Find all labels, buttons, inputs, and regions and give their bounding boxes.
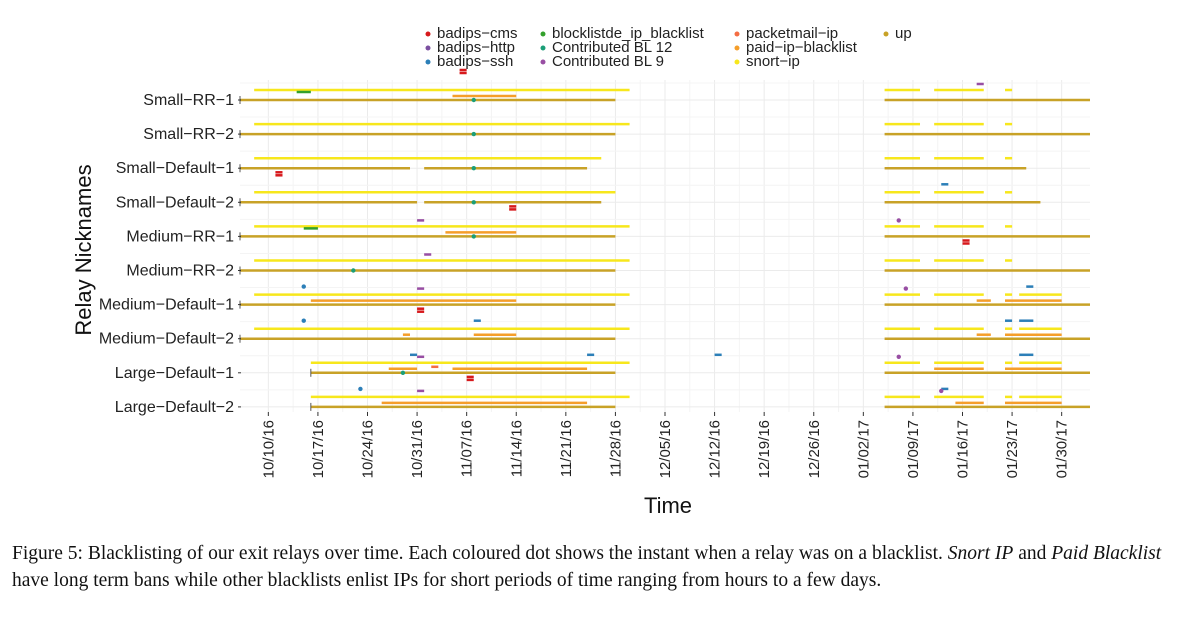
x-tick-label: 10/31/16	[409, 420, 426, 478]
mark-point-cbl9	[896, 354, 901, 359]
mark-point-cbl12	[351, 268, 356, 273]
mark-point-cbl9	[939, 388, 944, 394]
x-tick-label: 01/02/17	[855, 420, 872, 478]
x-tick-label: 01/23/17	[1004, 420, 1021, 478]
caption-label: Figure 5: Blacklisting of our exit relay…	[12, 543, 943, 564]
legend-item-badips-cms: badips−cms	[425, 25, 517, 42]
mark-point-cbl9	[903, 286, 909, 291]
x-tick-label: 12/26/16	[806, 420, 823, 478]
y-tick-label: Small−Default−2	[116, 194, 234, 211]
legend-item-badips-http: badips−http	[425, 39, 515, 56]
legend-item-paid: paid−ip−blacklist	[734, 39, 858, 56]
legend-item-snort: snort−ip	[734, 53, 800, 70]
mark-point-badips-ssh	[358, 386, 363, 392]
x-tick-label: 12/12/16	[707, 420, 724, 478]
y-axis: Small−RR−1 Small−RR−2 Small−Default−1 Small…	[99, 92, 241, 416]
mark-point-cbl9	[896, 218, 901, 223]
x-tick-label: 01/30/17	[1054, 420, 1071, 478]
legend-swatch	[734, 45, 740, 51]
caption-rest: have long term bans while other blacklis…	[12, 570, 882, 591]
legend-swatch	[540, 59, 546, 65]
caption-italic-paid: Paid Blacklist	[1051, 543, 1162, 564]
legend-label: badips−http	[437, 39, 515, 56]
legend-item-up: up	[883, 25, 912, 42]
mark-point-cbl12	[471, 234, 476, 239]
legend-item-packetmail: packetmail−ip	[734, 25, 838, 42]
x-axis-title: Time	[644, 493, 692, 518]
legend-label: packetmail−ip	[746, 25, 838, 42]
caption-italic-snort: Snort IP	[947, 543, 1014, 564]
x-tick-label: 01/16/17	[955, 420, 972, 478]
legend-label: badips−cms	[437, 25, 517, 42]
x-tick-label: 10/17/16	[310, 420, 327, 478]
mark-point-badips-ssh	[301, 284, 306, 289]
legend-swatch	[734, 59, 740, 65]
legend-swatch	[425, 59, 431, 65]
mark-point-cbl12	[400, 370, 406, 375]
mark-point-badips-ssh	[301, 318, 306, 323]
legend-swatch	[425, 45, 431, 51]
legend-item-cbl9: Contributed BL 9	[540, 53, 664, 70]
x-tick-label: 11/14/16	[508, 420, 525, 477]
y-tick-label: Small−Default−1	[116, 160, 234, 177]
y-tick-label: Small−RR−2	[143, 126, 234, 143]
x-tick-label: 11/28/16	[607, 420, 624, 477]
x-tick-label: 12/19/16	[756, 420, 773, 478]
legend-item-blocklistde: blocklistde_ip_blacklist	[540, 25, 705, 42]
legend-swatch	[425, 31, 431, 37]
x-tick-label: 01/09/17	[905, 420, 922, 478]
legend-label: blocklistde_ip_blacklist	[552, 25, 705, 42]
y-axis-title: Relay Nicknames	[71, 164, 96, 335]
y-tick-label: Medium−RR−1	[126, 228, 234, 245]
legend-label: up	[895, 25, 912, 42]
x-tick-label: 11/07/16	[459, 420, 476, 477]
x-axis: 10/10/16 10/17/16 10/24/16 10/31/16 11/07/16…	[260, 412, 1071, 478]
mark-point-cbl12	[471, 97, 476, 103]
legend-label: Contributed BL 12	[552, 39, 672, 56]
x-tick-label: 11/21/16	[558, 420, 575, 477]
chart-marks	[239, 68, 1090, 411]
y-tick-label: Medium−Default−1	[99, 297, 234, 314]
legend-swatch	[734, 31, 740, 37]
legend-item-badips-ssh: badips−ssh	[425, 53, 513, 70]
figure-caption: Figure 5: Blacklisting of our exit relay…	[12, 540, 1188, 594]
y-tick-label: Medium−Default−2	[99, 331, 234, 348]
mark-point-cbl12	[471, 200, 476, 205]
legend-item-cbl12: Contributed BL 12	[540, 39, 672, 56]
legend-swatch	[883, 31, 889, 37]
legend-label: Contributed BL 9	[552, 53, 664, 70]
x-tick-label: 12/05/16	[657, 420, 674, 478]
legend-swatch	[540, 31, 546, 37]
legend-label: badips−ssh	[437, 53, 513, 70]
mark-point-cbl12	[471, 131, 476, 137]
legend-label: paid−ip−blacklist	[746, 39, 858, 56]
x-tick-label: 10/10/16	[260, 420, 277, 478]
y-tick-label: Small−RR−1	[143, 92, 234, 109]
y-tick-label: Medium−RR−2	[126, 263, 234, 280]
x-tick-label: 10/24/16	[360, 420, 377, 478]
legend-label: snort−ip	[746, 53, 800, 70]
y-tick-label: Large−Default−1	[115, 365, 234, 382]
caption-and: and	[1013, 543, 1052, 564]
legend-swatch	[540, 45, 546, 51]
y-tick-label: Large−Default−2	[115, 399, 234, 416]
mark-point-cbl12	[471, 166, 476, 171]
